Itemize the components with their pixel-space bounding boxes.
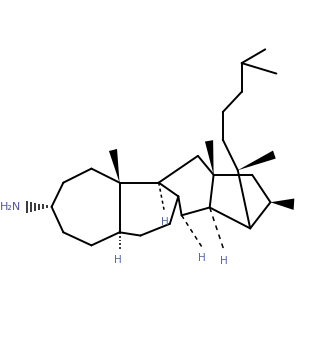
Text: H: H: [198, 253, 206, 262]
Text: H: H: [114, 255, 122, 265]
Polygon shape: [238, 151, 276, 170]
Text: H₂N: H₂N: [0, 202, 21, 212]
Polygon shape: [109, 149, 120, 183]
Text: H: H: [161, 217, 168, 227]
Polygon shape: [271, 198, 294, 210]
Text: H: H: [220, 256, 228, 266]
Polygon shape: [205, 140, 214, 175]
